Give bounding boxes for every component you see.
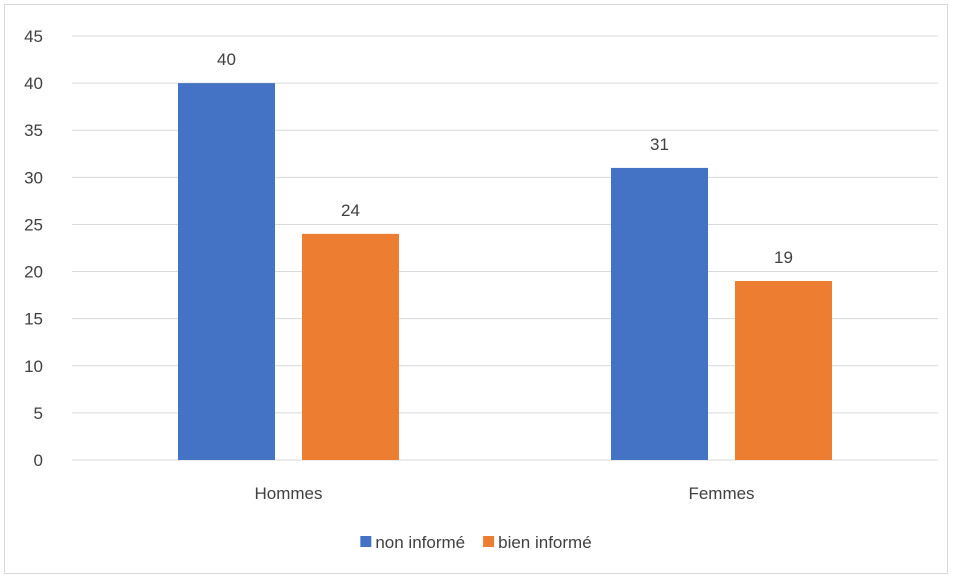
legend-item-0: non informé: [360, 533, 465, 552]
data-labels: 40 24 31 19: [217, 50, 793, 267]
data-label: 40: [217, 50, 236, 69]
legend: non informé bien informé: [360, 533, 592, 552]
bar-femmes-series-0: [611, 167, 708, 460]
y-tick-label: 35: [24, 121, 43, 140]
y-tick-label: 15: [24, 310, 43, 329]
bar-hommes-series-0: [178, 83, 275, 460]
bar-chart: 0 5 10 15 20 25 30 35 40 45 40 24 31 19 Hommes Femmes…: [24, 27, 938, 552]
y-tick-label: 20: [24, 263, 43, 282]
legend-item-1: bien informé: [483, 533, 592, 552]
legend-swatch: [483, 536, 495, 547]
y-tick-label: 30: [24, 168, 43, 187]
y-tick-label: 40: [24, 74, 43, 93]
x-tick-label: Femmes: [688, 484, 754, 503]
y-tick-label: 5: [34, 404, 43, 423]
x-axis-tick-labels: Hommes Femmes: [254, 484, 754, 503]
x-tick-label: Hommes: [254, 484, 322, 503]
data-label: 19: [774, 248, 793, 267]
legend-swatch: [360, 536, 372, 547]
y-tick-label: 25: [24, 215, 43, 234]
y-axis-tick-labels: 0 5 10 15 20 25 30 35 40 45: [24, 27, 43, 470]
chart-area: 0 5 10 15 20 25 30 35 40 45 40 24 31 19 Hommes Femmes…: [4, 4, 948, 574]
y-tick-label: 10: [24, 357, 43, 376]
legend-label: bien informé: [498, 533, 592, 552]
y-tick-label: 45: [24, 27, 43, 46]
data-label: 24: [341, 201, 360, 220]
data-label: 31: [650, 135, 669, 154]
bar-femmes-series-1: [735, 280, 832, 460]
legend-label: non informé: [375, 533, 465, 552]
y-tick-label: 0: [34, 451, 43, 470]
bar-hommes-series-1: [302, 233, 399, 460]
bars: [178, 83, 832, 460]
